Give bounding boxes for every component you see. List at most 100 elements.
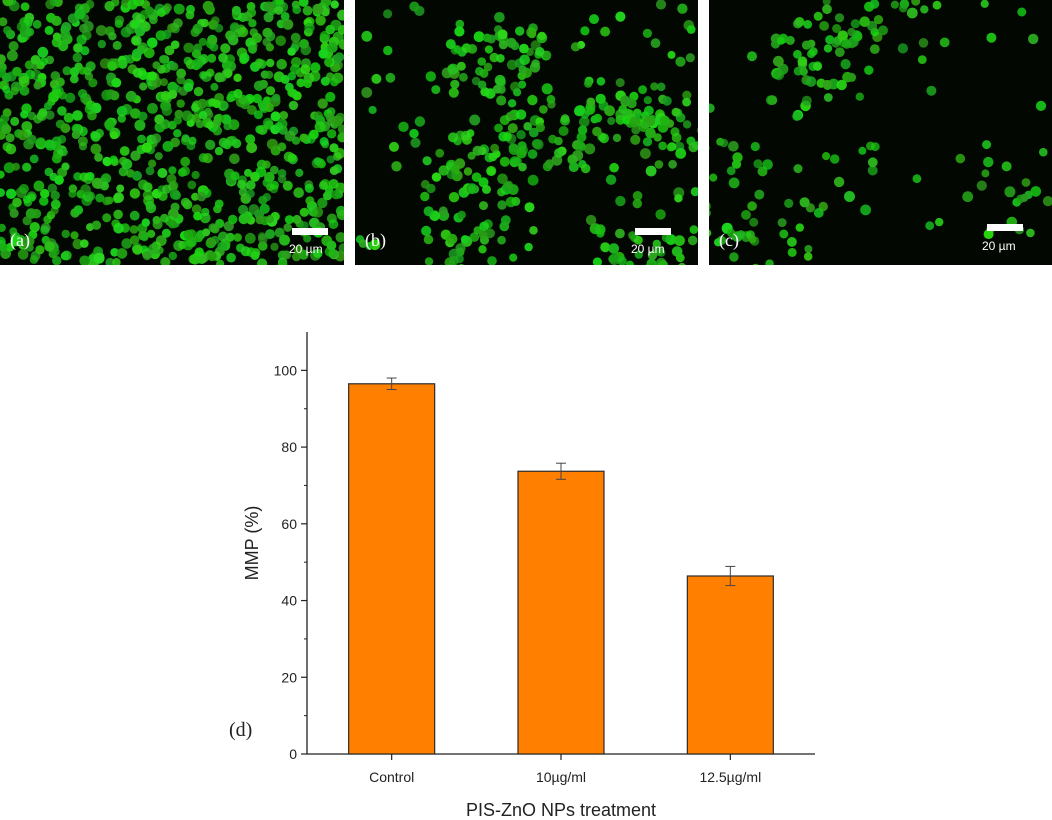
cell bbox=[505, 196, 517, 208]
cell bbox=[409, 128, 419, 139]
cell bbox=[1042, 196, 1052, 207]
cell bbox=[554, 148, 564, 158]
cell bbox=[655, 209, 666, 220]
cell bbox=[242, 214, 252, 223]
cell bbox=[183, 82, 194, 92]
cell bbox=[541, 83, 553, 95]
cell bbox=[787, 247, 797, 257]
cell bbox=[645, 264, 650, 265]
cell bbox=[509, 253, 518, 262]
cell bbox=[72, 238, 83, 250]
cell bbox=[246, 180, 256, 190]
cell-field-a bbox=[0, 0, 344, 265]
cell bbox=[516, 130, 526, 140]
cell bbox=[74, 8, 86, 20]
cell bbox=[685, 53, 695, 63]
cell bbox=[785, 35, 795, 45]
cell bbox=[448, 192, 460, 203]
cell bbox=[141, 218, 150, 227]
cell bbox=[674, 194, 683, 203]
cell bbox=[114, 19, 124, 28]
cell bbox=[68, 184, 78, 193]
cell bbox=[246, 142, 257, 154]
cell-field-b bbox=[355, 0, 698, 265]
micrograph-panel-a: (a) 20 µm bbox=[0, 0, 344, 265]
cell bbox=[315, 15, 326, 26]
cell bbox=[222, 139, 232, 150]
cell bbox=[170, 40, 180, 49]
cell bbox=[152, 216, 161, 225]
cell bbox=[257, 59, 267, 69]
cell bbox=[229, 153, 240, 165]
cell bbox=[793, 164, 803, 174]
cell bbox=[479, 201, 488, 211]
cell bbox=[467, 185, 476, 193]
cell bbox=[21, 121, 33, 132]
cell bbox=[689, 225, 698, 234]
cell bbox=[210, 82, 219, 91]
cell bbox=[337, 9, 344, 21]
cell bbox=[533, 139, 544, 150]
cell bbox=[45, 139, 56, 151]
cell bbox=[773, 69, 785, 81]
cell bbox=[185, 10, 195, 20]
cell bbox=[485, 88, 496, 99]
cell bbox=[31, 208, 42, 219]
cell bbox=[697, 127, 698, 134]
cell bbox=[1028, 33, 1039, 45]
cell bbox=[752, 263, 759, 265]
y-tick-label: 80 bbox=[281, 439, 297, 455]
cell bbox=[145, 202, 157, 214]
cell bbox=[482, 184, 491, 194]
cell bbox=[425, 71, 436, 82]
cell bbox=[33, 114, 43, 124]
cell bbox=[17, 130, 29, 141]
cell bbox=[80, 46, 90, 56]
cell bbox=[332, 31, 344, 43]
cell bbox=[803, 20, 813, 29]
cell bbox=[383, 45, 393, 56]
cell bbox=[318, 180, 328, 190]
cell bbox=[455, 19, 465, 29]
cell bbox=[917, 55, 927, 64]
cell bbox=[130, 108, 141, 119]
cell bbox=[819, 21, 829, 31]
cell bbox=[220, 43, 231, 54]
cell bbox=[280, 74, 290, 84]
cell bbox=[157, 168, 168, 178]
cell bbox=[1004, 186, 1016, 198]
cell bbox=[132, 170, 142, 181]
cell bbox=[300, 221, 309, 230]
cell bbox=[58, 91, 67, 100]
scale-bar-b bbox=[635, 228, 671, 235]
cell bbox=[198, 111, 208, 120]
cell bbox=[535, 47, 545, 57]
cell bbox=[671, 132, 682, 143]
cell bbox=[645, 127, 656, 139]
cell bbox=[678, 262, 686, 265]
cell bbox=[3, 162, 15, 174]
cell bbox=[246, 189, 255, 199]
cell bbox=[836, 79, 847, 91]
cell bbox=[647, 263, 656, 265]
cell bbox=[118, 59, 128, 69]
cell bbox=[1020, 193, 1029, 202]
cell bbox=[864, 65, 874, 75]
cell bbox=[218, 53, 228, 63]
cell bbox=[248, 204, 260, 215]
cell bbox=[182, 239, 194, 251]
cell bbox=[445, 39, 456, 50]
cell bbox=[132, 244, 143, 255]
cell bbox=[983, 229, 994, 240]
cell bbox=[686, 25, 696, 34]
cell bbox=[326, 240, 337, 251]
cell bbox=[1026, 228, 1035, 238]
cell bbox=[303, 79, 312, 89]
cell bbox=[502, 132, 512, 142]
cell bbox=[585, 214, 597, 226]
cell bbox=[173, 3, 184, 14]
cell bbox=[160, 90, 171, 101]
cell bbox=[539, 105, 548, 114]
cell bbox=[22, 216, 32, 226]
cell bbox=[527, 149, 538, 159]
